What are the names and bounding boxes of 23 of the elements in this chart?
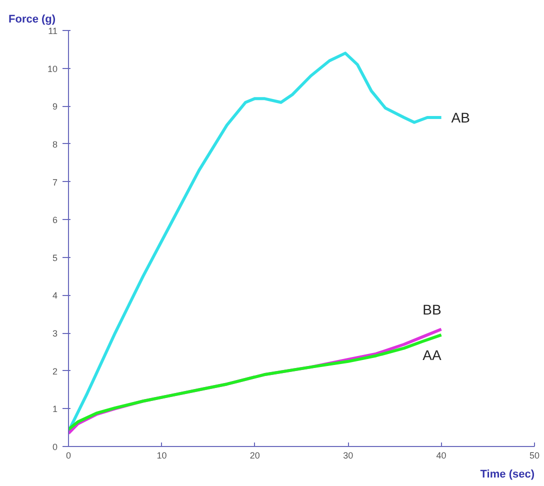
y-tick-label: 9 xyxy=(52,102,58,112)
y-tick-label: 3 xyxy=(52,328,58,339)
x-tick-label: 30 xyxy=(343,450,354,460)
y-tick-label: 2 xyxy=(52,366,58,376)
series-label: AB xyxy=(451,109,470,126)
y-tick-label: 5 xyxy=(52,252,58,263)
y-tick-label: 0 xyxy=(52,442,58,452)
x-tick-label: 10 xyxy=(156,450,167,460)
y-tick-label: 8 xyxy=(52,139,58,150)
series-label: BB xyxy=(422,301,442,318)
x-tick-label: 50 xyxy=(529,450,540,460)
x-tick-label: 20 xyxy=(250,450,260,460)
y-tick-label: 7 xyxy=(52,177,58,188)
x-tick-label: 40 xyxy=(436,450,446,460)
y-tick-label: 6 xyxy=(52,215,58,226)
y-tick-label: 4 xyxy=(52,290,58,301)
y-tick-label: 11 xyxy=(48,26,58,36)
y-axis-title: Force (g) xyxy=(8,14,56,26)
y-tick-label: 10 xyxy=(47,64,58,74)
series-label: AA xyxy=(422,346,442,363)
x-tick-label: 0 xyxy=(66,450,72,460)
y-tick-label: 1 xyxy=(52,404,58,414)
x-axis-title: Time (sec) xyxy=(480,468,535,480)
